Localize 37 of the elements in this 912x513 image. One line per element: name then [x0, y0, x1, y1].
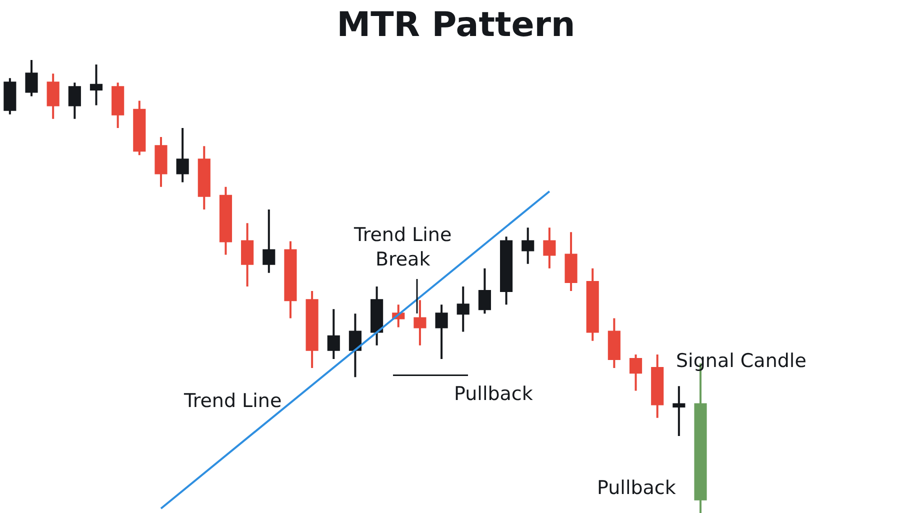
candlestick [262, 208, 276, 274]
candlestick [219, 186, 232, 256]
candlestick [522, 226, 534, 265]
candlestick [478, 267, 491, 315]
candlestick [564, 231, 578, 292]
candlestick [348, 312, 362, 378]
candlestick [543, 226, 556, 270]
candlestick [68, 82, 81, 120]
candlestick [176, 126, 189, 184]
candlestick [651, 353, 664, 419]
candlestick [46, 72, 60, 120]
candlestick [284, 240, 297, 320]
candlestick [306, 290, 318, 370]
candlestick [370, 286, 384, 346]
annotation: Trend Line [183, 390, 282, 412]
candlestick [608, 317, 620, 370]
candlestick [456, 286, 470, 333]
annotation: Pullback [454, 383, 533, 405]
chart-title: MTR Pattern [336, 4, 576, 45]
candlestick [4, 77, 16, 116]
candlestick [112, 82, 124, 129]
candlestick [435, 304, 448, 360]
candlestick [327, 308, 340, 360]
candlestick [672, 385, 686, 437]
candlestick [198, 145, 210, 210]
annotation: Signal Candle [676, 350, 806, 372]
candlestick [586, 267, 599, 342]
candlestick [133, 100, 146, 156]
annotation: Pullback [597, 477, 676, 499]
candlestick [500, 236, 513, 306]
candlestick [241, 222, 254, 288]
annotation: Trend Line Break [353, 224, 452, 271]
candlestick [414, 299, 426, 346]
candlestick [25, 60, 38, 98]
candlestick [90, 64, 103, 106]
candlestick [629, 353, 642, 392]
candlestick [154, 136, 168, 188]
